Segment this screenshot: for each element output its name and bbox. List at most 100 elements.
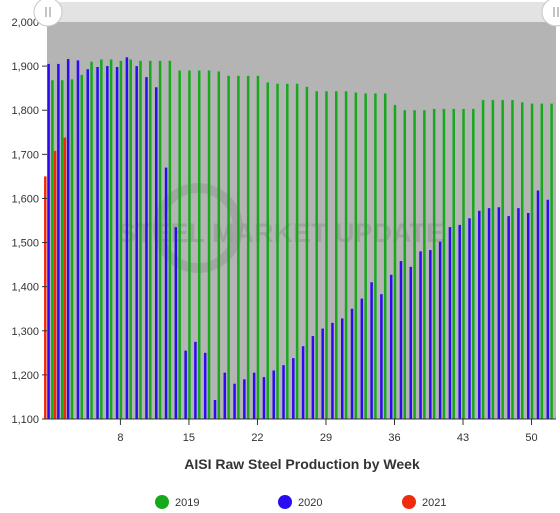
- bar-2019-week-45[interactable]: [481, 100, 485, 419]
- bar-2019-week-20[interactable]: [237, 75, 240, 419]
- bar-2019-week-30[interactable]: [335, 91, 338, 419]
- bar-2020-week-32[interactable]: [350, 308, 354, 419]
- bar-2019-week-18[interactable]: [217, 71, 221, 420]
- bar-2020-week-37[interactable]: [399, 261, 403, 419]
- bar-2020-week-27[interactable]: [301, 346, 305, 419]
- bar-2019-week-44[interactable]: [472, 108, 475, 420]
- bar-2020-week-52[interactable]: [546, 199, 550, 419]
- bar-2019-week-10[interactable]: [139, 60, 142, 419]
- bar-2020-week-45[interactable]: [478, 210, 481, 419]
- bar-2020-week-40[interactable]: [429, 250, 432, 419]
- bar-2020-week-14[interactable]: [174, 227, 178, 419]
- bar-2019-week-3[interactable]: [70, 79, 74, 419]
- bar-2020-week-20[interactable]: [233, 383, 236, 419]
- bar-2019-week-4[interactable]: [80, 74, 84, 420]
- bar-2020-week-22[interactable]: [252, 372, 256, 419]
- bar-2019-week-22[interactable]: [256, 75, 260, 419]
- bar-2020-week-7[interactable]: [106, 66, 109, 420]
- bar-2019-week-32[interactable]: [354, 92, 358, 419]
- legend-marker-2021[interactable]: [402, 495, 416, 509]
- bar-2020-week-11[interactable]: [145, 77, 148, 419]
- bar-2020-week-47[interactable]: [497, 207, 501, 419]
- bar-2019-week-52[interactable]: [550, 103, 553, 420]
- bar-2019-week-50[interactable]: [530, 103, 534, 420]
- bar-2020-week-38[interactable]: [409, 266, 413, 419]
- bar-2020-week-3[interactable]: [66, 59, 70, 420]
- bar-2019-week-40[interactable]: [432, 108, 436, 420]
- bar-2020-week-21[interactable]: [243, 379, 246, 419]
- bar-2020-week-23[interactable]: [262, 377, 266, 419]
- bar-2019-week-7[interactable]: [109, 59, 113, 420]
- bar-2019-week-46[interactable]: [491, 100, 495, 419]
- bar-2020-week-13[interactable]: [164, 167, 168, 419]
- bar-2020-week-25[interactable]: [282, 365, 285, 419]
- bar-2019-week-36[interactable]: [393, 104, 397, 420]
- bar-2019-week-49[interactable]: [520, 102, 524, 419]
- bar-2020-week-8[interactable]: [115, 66, 119, 420]
- legend-marker-2020[interactable]: [278, 495, 292, 509]
- bar-2020-week-6[interactable]: [96, 66, 99, 420]
- bar-2019-week-39[interactable]: [423, 110, 426, 419]
- bar-2019-week-41[interactable]: [442, 108, 446, 420]
- bar-2020-week-51[interactable]: [536, 190, 540, 420]
- bar-2020-week-48[interactable]: [507, 216, 510, 419]
- bar-2019-week-29[interactable]: [325, 91, 328, 419]
- bar-2019-week-16[interactable]: [197, 70, 201, 420]
- range-selector[interactable]: [33, 0, 560, 27]
- bar-2019-week-38[interactable]: [413, 110, 416, 419]
- bar-2019-week-11[interactable]: [149, 60, 152, 419]
- bar-2019-week-14[interactable]: [178, 70, 181, 420]
- bar-2019-week-25[interactable]: [286, 83, 289, 419]
- bar-2020-week-46[interactable]: [487, 208, 491, 419]
- bar-2019-week-28[interactable]: [315, 91, 318, 419]
- bar-2021-week-3[interactable]: [63, 137, 67, 419]
- bar-2019-week-1[interactable]: [51, 80, 54, 419]
- bar-2019-week-34[interactable]: [374, 93, 377, 420]
- bar-2020-week-18[interactable]: [213, 400, 217, 419]
- bar-2020-week-35[interactable]: [380, 294, 383, 419]
- bar-2019-week-33[interactable]: [364, 93, 367, 420]
- bar-2020-week-49[interactable]: [517, 208, 520, 419]
- bar-2019-week-13[interactable]: [168, 60, 172, 419]
- bar-2019-week-43[interactable]: [462, 108, 465, 420]
- legend-label-2020[interactable]: 2020: [298, 497, 322, 509]
- bar-2021-week-1[interactable]: [44, 176, 47, 419]
- bar-2019-week-51[interactable]: [540, 103, 544, 420]
- bar-2020-week-31[interactable]: [341, 318, 344, 419]
- bar-2020-week-28[interactable]: [311, 336, 315, 419]
- bar-2019-week-35[interactable]: [383, 93, 387, 420]
- bar-2020-week-39[interactable]: [419, 251, 422, 419]
- bar-2020-week-17[interactable]: [203, 352, 207, 419]
- bar-2020-week-36[interactable]: [389, 274, 393, 419]
- bar-2019-week-5[interactable]: [90, 61, 93, 419]
- bar-2019-week-48[interactable]: [511, 100, 514, 419]
- bar-2020-week-16[interactable]: [194, 341, 197, 419]
- bar-2019-week-9[interactable]: [129, 59, 132, 420]
- range-handle-right[interactable]: [541, 0, 560, 27]
- bar-2019-week-21[interactable]: [246, 75, 250, 419]
- bar-2020-week-50[interactable]: [526, 213, 530, 419]
- bar-2020-week-5[interactable]: [86, 69, 90, 419]
- bar-2020-week-1[interactable]: [47, 63, 50, 419]
- bar-2020-week-10[interactable]: [135, 66, 138, 420]
- bar-2019-week-15[interactable]: [188, 70, 191, 420]
- bar-2019-week-19[interactable]: [227, 75, 230, 419]
- bar-2020-week-41[interactable]: [438, 241, 442, 419]
- bar-2019-week-2[interactable]: [60, 80, 64, 419]
- legend-label-2021[interactable]: 2021: [422, 497, 446, 509]
- bar-2019-week-47[interactable]: [501, 100, 504, 419]
- bar-2020-week-15[interactable]: [184, 350, 187, 419]
- range-selector-track[interactable]: [48, 2, 556, 22]
- bar-2020-week-29[interactable]: [321, 328, 324, 419]
- bar-2020-week-30[interactable]: [331, 322, 334, 419]
- legend-marker-2019[interactable]: [155, 495, 169, 509]
- bar-2019-week-12[interactable]: [158, 60, 162, 419]
- bar-2019-week-37[interactable]: [403, 110, 407, 419]
- bar-2019-week-23[interactable]: [266, 82, 269, 420]
- bar-2020-week-42[interactable]: [448, 227, 452, 419]
- bar-2020-week-12[interactable]: [155, 87, 158, 419]
- bar-2020-week-19[interactable]: [223, 372, 227, 419]
- bar-2020-week-43[interactable]: [458, 224, 461, 419]
- bar-2019-week-17[interactable]: [207, 70, 211, 420]
- bar-2019-week-6[interactable]: [100, 59, 103, 420]
